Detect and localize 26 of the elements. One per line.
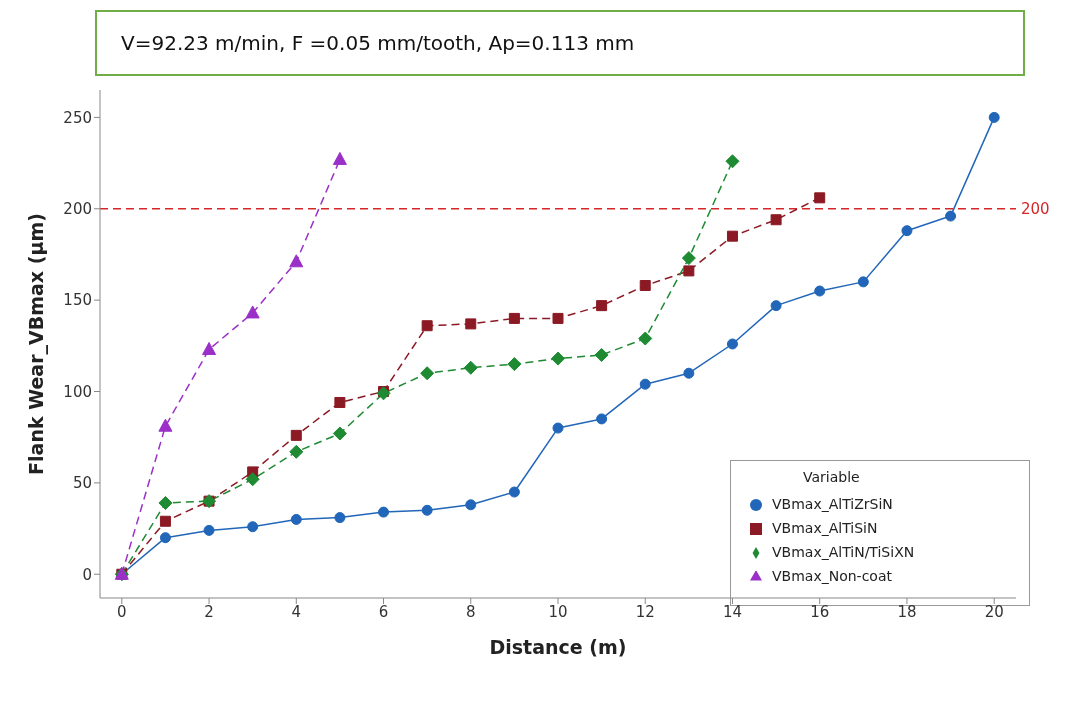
legend-label: VBmax_AlTiSiN <box>772 520 878 536</box>
y-tick-label: 0 <box>82 565 92 584</box>
x-tick-label: 12 <box>635 602 655 621</box>
x-axis-title: Distance (m) <box>489 636 627 658</box>
x-tick-label: 6 <box>378 602 389 621</box>
legend-label: VBmax_Non-coat <box>772 568 892 584</box>
x-tick-label: 18 <box>897 602 917 621</box>
legend-label: VBmax_AlTiZrSiN <box>772 496 893 512</box>
x-tick-label: 0 <box>117 602 127 621</box>
x-tick-label: 20 <box>984 602 1004 621</box>
x-tick-label: 2 <box>204 602 214 621</box>
x-tick-label: 4 <box>291 602 302 621</box>
y-axis-title: Flank Wear_VBmax (µm) <box>24 213 48 475</box>
y-tick-label: 100 <box>63 382 92 401</box>
legend-label: VBmax_AlTiN/TiSiXN <box>772 544 915 560</box>
y-tick-label: 200 <box>63 200 92 219</box>
x-tick-label: 8 <box>465 602 476 621</box>
x-tick-label: 10 <box>548 602 568 621</box>
chart-title: V=92.23 m/min, F =0.05 mm/tooth, Ap=0.113 mm <box>95 10 1025 76</box>
y-tick-label: 50 <box>72 474 92 493</box>
x-tick-label: 14 <box>722 602 743 621</box>
x-tick-label: 16 <box>810 602 830 621</box>
ref-line-label: 200 <box>1021 200 1050 219</box>
legend-title: Variable <box>803 469 861 485</box>
y-tick-label: 150 <box>63 291 92 310</box>
y-tick-label: 250 <box>63 108 92 127</box>
